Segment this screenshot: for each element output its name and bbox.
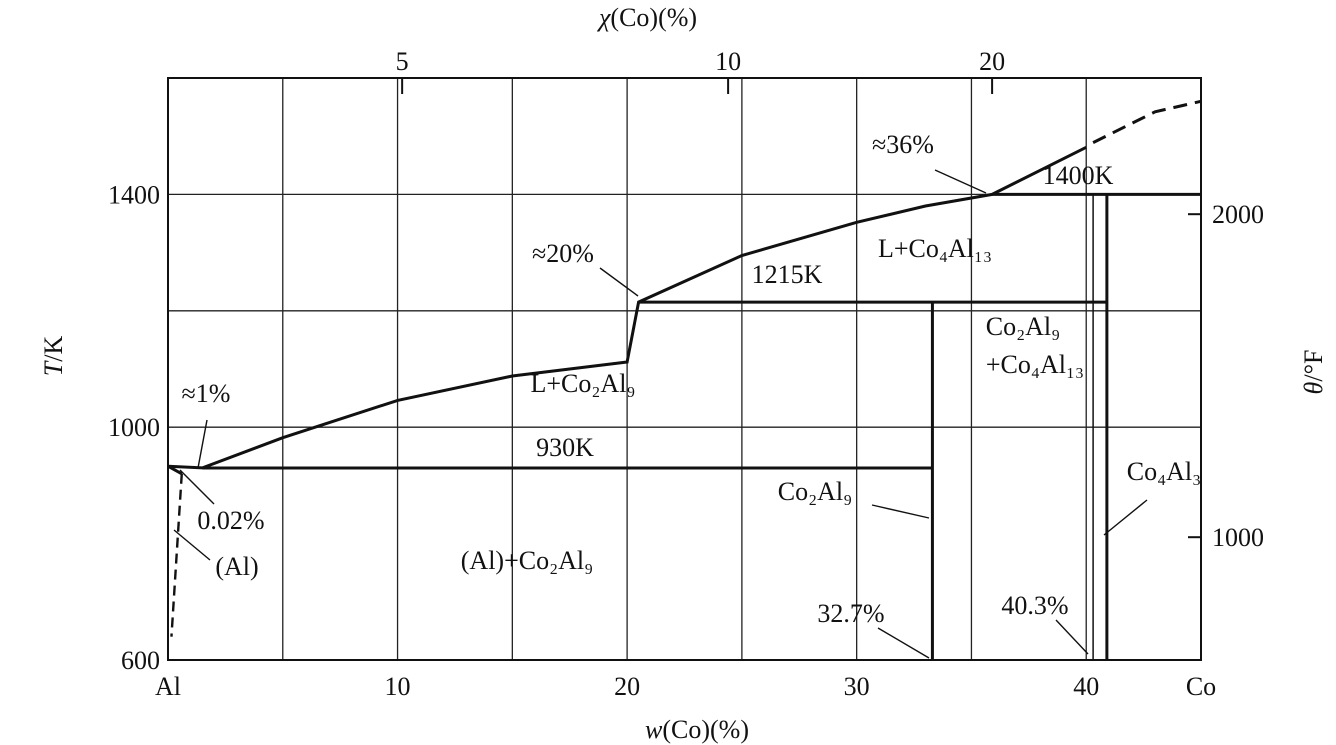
bottom-tick-label: 20 [614, 672, 640, 701]
left-tick-label: 1400 [108, 180, 160, 209]
bottom-axis-var: w [645, 715, 663, 744]
left-tick-label: 600 [121, 646, 160, 675]
region-label-al-co2al9: (Al)+Co₂Al₉ [461, 546, 593, 575]
annotation-0-02pct: 0.02% [197, 506, 264, 535]
bottom-axis-title: w(Co)(%) [645, 715, 749, 744]
annotation-20pct: ≈20% [532, 239, 594, 268]
left-axis-rest: /K [39, 336, 68, 362]
plot-frame [167, 77, 1202, 661]
top-tick-label: 5 [396, 47, 409, 76]
annotation-36pct: ≈36% [872, 130, 934, 159]
right-axis-title: θ/°F [1299, 350, 1328, 395]
isotherm-label-1400k: 1400K [1043, 161, 1114, 190]
region-label-liquid-co2al9: L+Co₂Al₉ [530, 369, 635, 398]
leader-lines [173, 169, 1148, 659]
left-axis-title: T/K [39, 336, 68, 377]
liquidus-line [167, 145, 1087, 470]
annotation-1pct: ≈1% [182, 379, 231, 408]
top-tick-label: 20 [979, 47, 1005, 76]
region-label-co2al9-co4al13-line1: Co₂Al₉ [986, 312, 1060, 341]
bottom-axis-rest: (Co)(%) [662, 715, 749, 744]
top-axis-rest: (Co)(%) [610, 3, 697, 32]
isotherm-label-930k: 930K [536, 433, 594, 462]
al-solvus-dashed [170, 473, 183, 637]
right-axis-var: θ [1299, 381, 1328, 394]
region-label-liquid-co4al13: L+Co₄Al₁₃ [878, 234, 992, 263]
top-tick-label: 10 [715, 47, 741, 76]
bottom-tick-label: 30 [844, 672, 870, 701]
region-label-co2al9-co4al13-line2: +Co₄Al₁₃ [986, 350, 1084, 379]
leader-1pct [197, 419, 208, 469]
top-axis-var: χ [596, 3, 611, 32]
leader-32-7pct [877, 627, 930, 659]
left-axis-var: T [39, 360, 68, 376]
leader-al [173, 529, 211, 561]
annotation-32-7pct: 32.7% [817, 599, 884, 628]
region-label-al: (Al) [215, 552, 258, 581]
top-axis-title: χ(Co)(%) [596, 3, 697, 32]
bottom-axis-end-label: Co [1186, 672, 1216, 701]
left-tick-label: 1000 [108, 413, 160, 442]
bottom-axis-start-label: Al [155, 672, 181, 701]
bottom-tick-label: 10 [385, 672, 411, 701]
right-axis-rest: /°F [1299, 350, 1328, 382]
bottom-tick-label: 40 [1073, 672, 1099, 701]
leader-36pct [934, 169, 987, 194]
annotation-40-3pct: 40.3% [1001, 591, 1068, 620]
right-tick-label: 1000 [1212, 523, 1264, 552]
leader-co4al3 [1103, 499, 1148, 536]
al-solvus-top [167, 464, 183, 476]
liquidus-extrapolated-line [1092, 99, 1202, 144]
isotherm-label-1215k: 1215K [752, 260, 823, 289]
phase-boundaries [167, 99, 1202, 660]
phase-label-co2al9: Co₂Al₉ [778, 477, 852, 506]
leader-0-02pct [179, 469, 215, 505]
leader-co2al9 [871, 504, 930, 519]
axis-ticks: 10 20 30 40 5 10 20 600 1000 1400 1000 2000 [108, 47, 1264, 701]
phase-label-co4al3: Co₄Al₃ [1127, 457, 1201, 486]
leader-40-3pct [1055, 619, 1089, 655]
right-tick-label: 2000 [1212, 200, 1264, 229]
leader-20pct [599, 267, 639, 297]
